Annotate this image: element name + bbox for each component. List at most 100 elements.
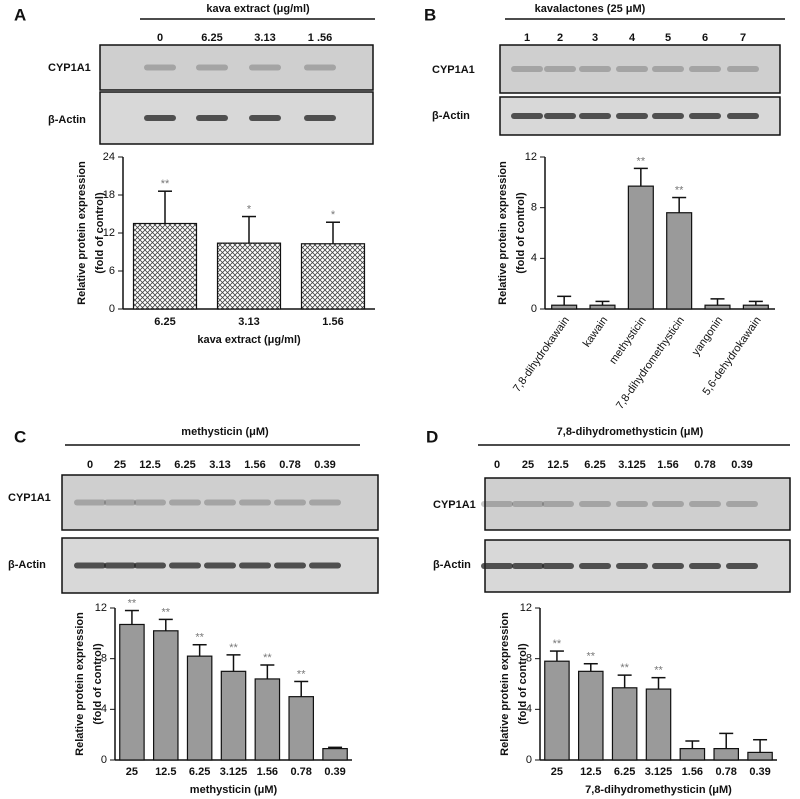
y-axis-label: Relative protein expression (76, 161, 88, 305)
band (204, 562, 236, 569)
lane-label: 3.13 (254, 32, 275, 44)
lane-label: 2 (557, 32, 563, 44)
lane-label: 0.78 (279, 459, 300, 471)
band (511, 66, 543, 72)
y-axis-label: Relative protein expression (74, 612, 86, 756)
x-axis-label: 7,8-dihydromethysticin (μM) (585, 784, 732, 796)
bar (544, 660, 570, 761)
significance: * (331, 209, 336, 221)
x-tick-label: 7,8-dihydrokawain (511, 315, 572, 395)
y-tick-label: 24 (103, 151, 115, 163)
bar (551, 304, 578, 310)
y-axis-label: (fold of control) (515, 192, 527, 274)
x-tick-label: 6.25 (154, 316, 175, 328)
blot-row-label: β-Actin (433, 559, 471, 571)
band (579, 113, 611, 119)
x-tick-label: 7,8-dihydromethysticin (614, 315, 687, 412)
band (239, 499, 271, 506)
x-tick-label: methysticin (607, 315, 648, 367)
y-tick-label: 0 (101, 754, 107, 766)
significance: ** (587, 651, 596, 663)
band (169, 499, 201, 506)
band (652, 501, 684, 507)
band (104, 499, 136, 506)
x-axis-label: methysticin (μM) (190, 784, 278, 796)
band (104, 562, 136, 569)
lane-label: 0 (87, 459, 93, 471)
band (652, 66, 684, 72)
band (274, 499, 306, 506)
band (134, 562, 166, 569)
y-tick-label: 8 (101, 653, 107, 665)
significance: ** (297, 668, 306, 680)
band (689, 113, 721, 119)
band (239, 562, 271, 569)
significance: ** (161, 178, 170, 190)
bar (627, 185, 654, 310)
panel-label: B (424, 5, 436, 24)
band (204, 499, 236, 506)
band (579, 501, 611, 507)
band (304, 115, 336, 121)
lane-label: 5 (665, 32, 671, 44)
lane-label: 0.39 (731, 459, 752, 471)
lane-label: 6.25 (174, 459, 195, 471)
y-tick-label: 4 (531, 252, 537, 264)
significance: ** (637, 155, 646, 167)
band (512, 501, 544, 507)
significance: ** (162, 606, 171, 618)
x-tick-label: 3.125 (220, 766, 248, 778)
band (689, 501, 721, 507)
blot-title: 7,8-dihydromethysticin (μM) (557, 426, 704, 438)
band (511, 113, 543, 119)
band (481, 501, 513, 507)
lane-label: 25 (522, 459, 534, 471)
panel-label: D (426, 427, 438, 446)
lane-label: 12.5 (139, 459, 160, 471)
band (481, 563, 513, 569)
significance: ** (675, 184, 684, 196)
y-axis-label: Relative protein expression (499, 612, 511, 756)
significance: ** (263, 652, 272, 664)
x-tick-label: 3.13 (238, 316, 259, 328)
band (74, 562, 106, 569)
panel-label: C (14, 427, 26, 446)
band (249, 115, 281, 121)
significance: ** (654, 665, 663, 677)
blot (484, 477, 791, 531)
bar (577, 670, 604, 761)
blot-row-label: β-Actin (48, 114, 86, 126)
lane-label: 25 (114, 459, 126, 471)
x-tick-label: 25 (551, 766, 563, 778)
x-tick-label: kawain (581, 315, 610, 350)
band (512, 563, 544, 569)
blot-row-label: CYP1A1 (432, 64, 475, 76)
band (304, 64, 336, 71)
bar (666, 212, 693, 310)
bar (254, 678, 281, 761)
lane-label: 0.39 (314, 459, 335, 471)
blot-title: kava extract (μg/ml) (206, 3, 310, 15)
band (689, 66, 721, 72)
y-tick-label: 12 (520, 602, 532, 614)
band (544, 66, 576, 72)
y-tick-label: 8 (526, 653, 532, 665)
band (309, 562, 341, 569)
y-tick-label: 0 (531, 303, 537, 315)
y-axis-label: (fold of control) (517, 643, 529, 725)
band (249, 64, 281, 71)
y-axis-label: (fold of control) (94, 192, 106, 274)
bar (152, 630, 179, 761)
blot-title: kavalactones (25 μM) (535, 3, 646, 15)
lane-label: 6 (702, 32, 708, 44)
x-tick-label: 0.78 (716, 766, 737, 778)
band (144, 115, 176, 121)
bar (300, 243, 366, 310)
lane-label: 0.78 (694, 459, 715, 471)
band (689, 563, 721, 569)
bar (322, 747, 348, 761)
band (542, 501, 574, 507)
blot-row-label: β-Actin (8, 559, 46, 571)
y-axis-label: Relative protein expression (497, 161, 509, 305)
